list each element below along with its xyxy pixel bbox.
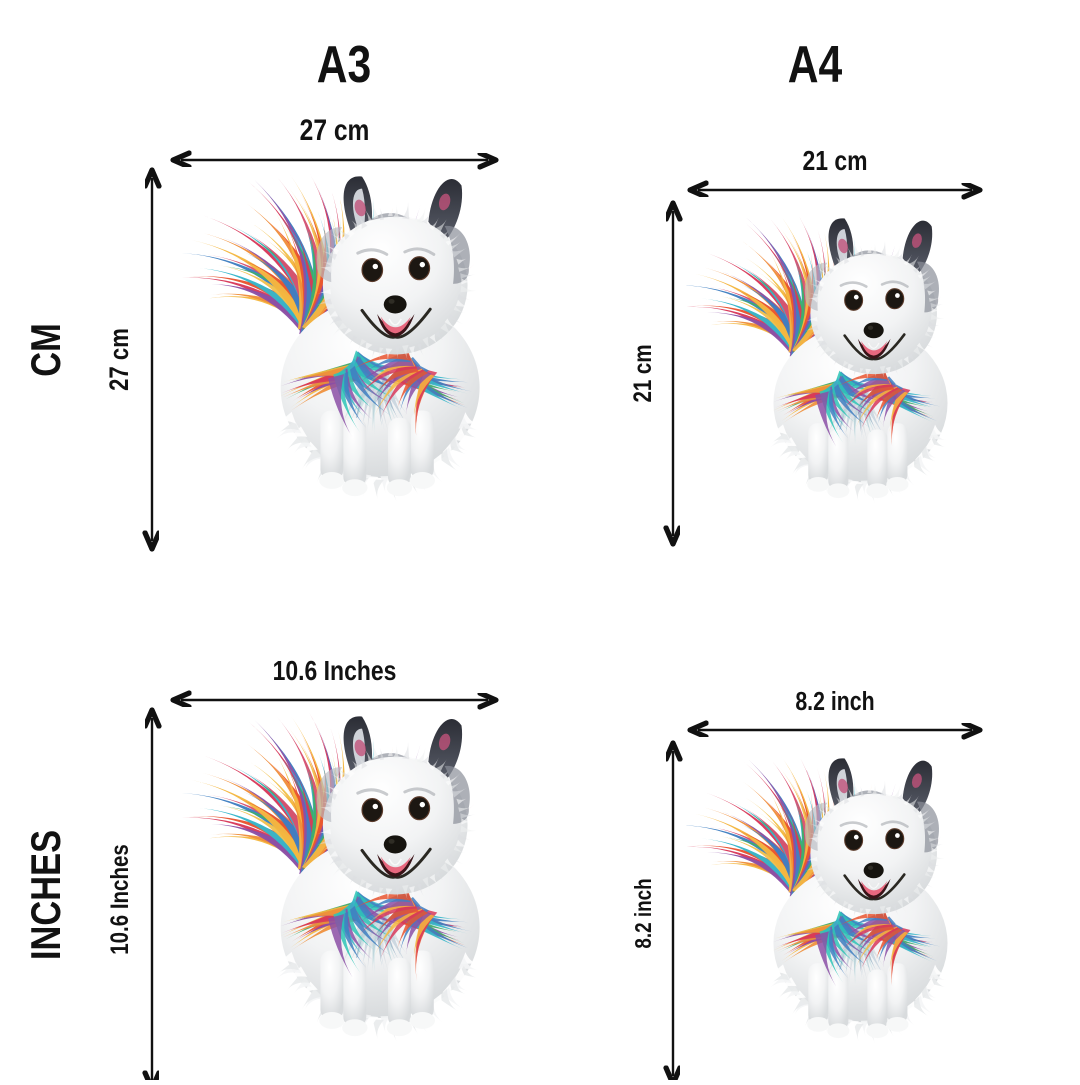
svg-text:A4: A4 xyxy=(788,36,843,94)
svg-text:CM: CM xyxy=(23,323,70,377)
svg-text:27 cm: 27 cm xyxy=(105,328,135,391)
svg-text:8.2 inch: 8.2 inch xyxy=(631,878,656,948)
svg-text:INCHES: INCHES xyxy=(23,830,70,960)
svg-text:27 cm: 27 cm xyxy=(300,113,370,147)
svg-text:10.6 Inches: 10.6 Inches xyxy=(273,656,397,687)
svg-text:A3: A3 xyxy=(317,36,372,94)
svg-text:10.6 Inches: 10.6 Inches xyxy=(105,844,133,955)
svg-text:21 cm: 21 cm xyxy=(628,344,656,402)
svg-text:21 cm: 21 cm xyxy=(802,146,867,177)
svg-text:8.2 inch: 8.2 inch xyxy=(795,687,874,717)
